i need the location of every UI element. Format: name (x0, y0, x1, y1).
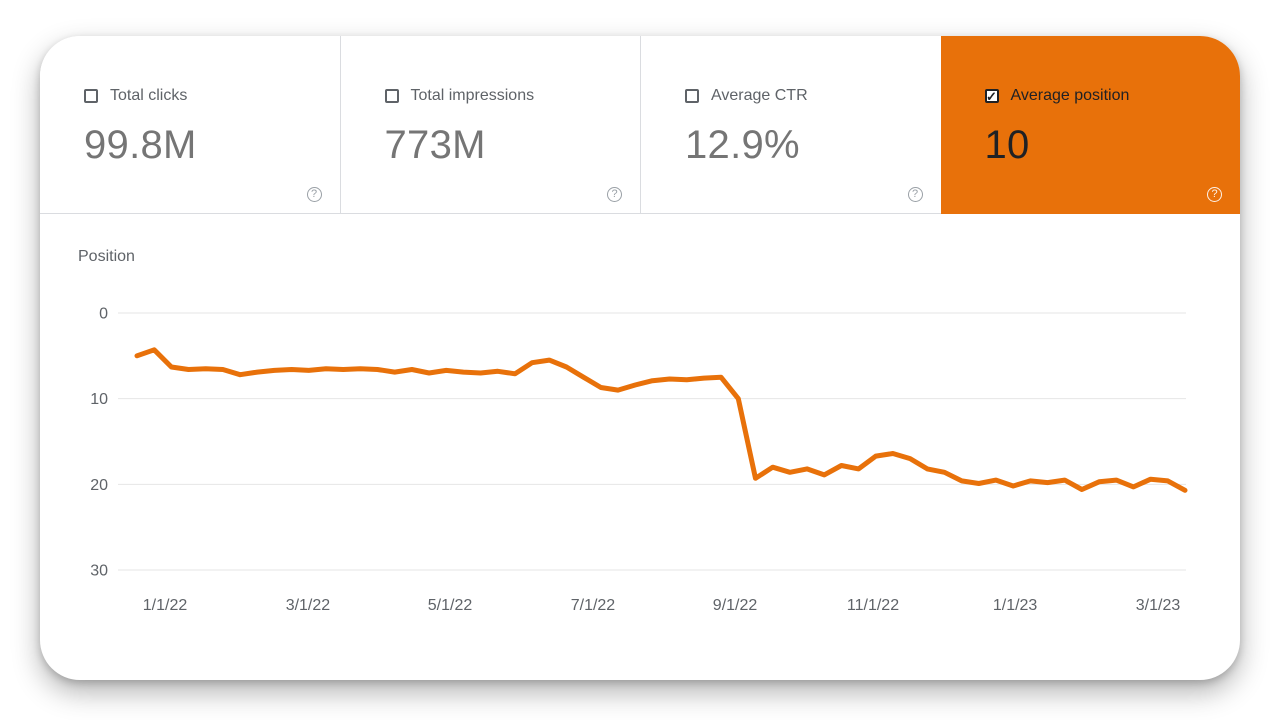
x-axis-tick-label: 3/1/22 (286, 597, 331, 614)
average-position-series-line[interactable] (134, 347, 1188, 493)
metric-value: 12.9% (685, 123, 800, 167)
x-axis-tick-label: 7/1/22 (571, 597, 616, 614)
y-axis-tick-label: 0 (99, 306, 108, 323)
metrics-row: Total clicks 99.8M ? Total impressions 7… (40, 36, 1240, 214)
x-axis-tick-label: 3/1/23 (1136, 597, 1181, 614)
metric-card-average-position[interactable]: ✓ Average position 10 ? (940, 36, 1241, 214)
x-axis-tick-label: 5/1/22 (428, 597, 473, 614)
metric-card-header: Average CTR (685, 86, 941, 106)
y-axis-tick-label: 30 (90, 563, 108, 580)
metric-value: 99.8M (84, 123, 197, 167)
metric-value: 773M (384, 123, 486, 167)
metric-label: Average position (1010, 87, 1130, 104)
metric-card-header: Total impressions (384, 86, 641, 106)
search-console-performance-panel: Total clicks 99.8M ? Total impressions 7… (40, 36, 1240, 680)
position-line-chart[interactable]: 0 10 20 30 1/1/22 3/1/22 5/1/22 7/1/22 9/1/22 11/… (40, 214, 1240, 654)
total-clicks-checkbox-icon[interactable] (84, 89, 98, 103)
check-icon: ✓ (986, 88, 997, 104)
x-axis-tick-label: 11/1/22 (847, 597, 899, 614)
metric-card-average-ctr[interactable]: Average CTR 12.9% ? (641, 36, 941, 214)
metric-card-total-impressions[interactable]: Total impressions 773M ? (340, 36, 641, 214)
metric-label: Average CTR (711, 87, 808, 104)
y-axis-tick-label: 10 (90, 391, 108, 408)
average-position-checkbox-icon[interactable]: ✓ (984, 88, 999, 104)
help-icon[interactable]: ? (607, 187, 622, 202)
help-icon[interactable]: ? (306, 187, 322, 202)
metric-value: 10 (984, 123, 1030, 167)
x-axis-tick-label: 9/1/22 (713, 597, 758, 614)
help-icon[interactable]: ? (907, 187, 923, 202)
position-chart-section: Position 0 10 20 30 1/1/22 3/1/22 5/1/22 7/1/22… (40, 214, 1240, 680)
help-icon[interactable]: ? (1207, 187, 1222, 202)
x-axis-tick-label: 1/1/22 (143, 597, 188, 614)
metric-label: Total clicks (110, 87, 188, 104)
total-impressions-checkbox-icon[interactable] (384, 89, 399, 103)
x-axis-tick-label: 1/1/23 (993, 597, 1038, 614)
y-axis-tick-label: 20 (90, 477, 108, 494)
position-axis-label: Position (78, 248, 135, 265)
metric-card-header: ✓ Average position (984, 86, 1241, 106)
metric-card-total-clicks[interactable]: Total clicks 99.8M ? (40, 36, 341, 214)
metric-label: Total impressions (410, 87, 535, 104)
metric-card-header: Total clicks (84, 86, 340, 106)
average-ctr-checkbox-icon[interactable] (685, 89, 699, 103)
